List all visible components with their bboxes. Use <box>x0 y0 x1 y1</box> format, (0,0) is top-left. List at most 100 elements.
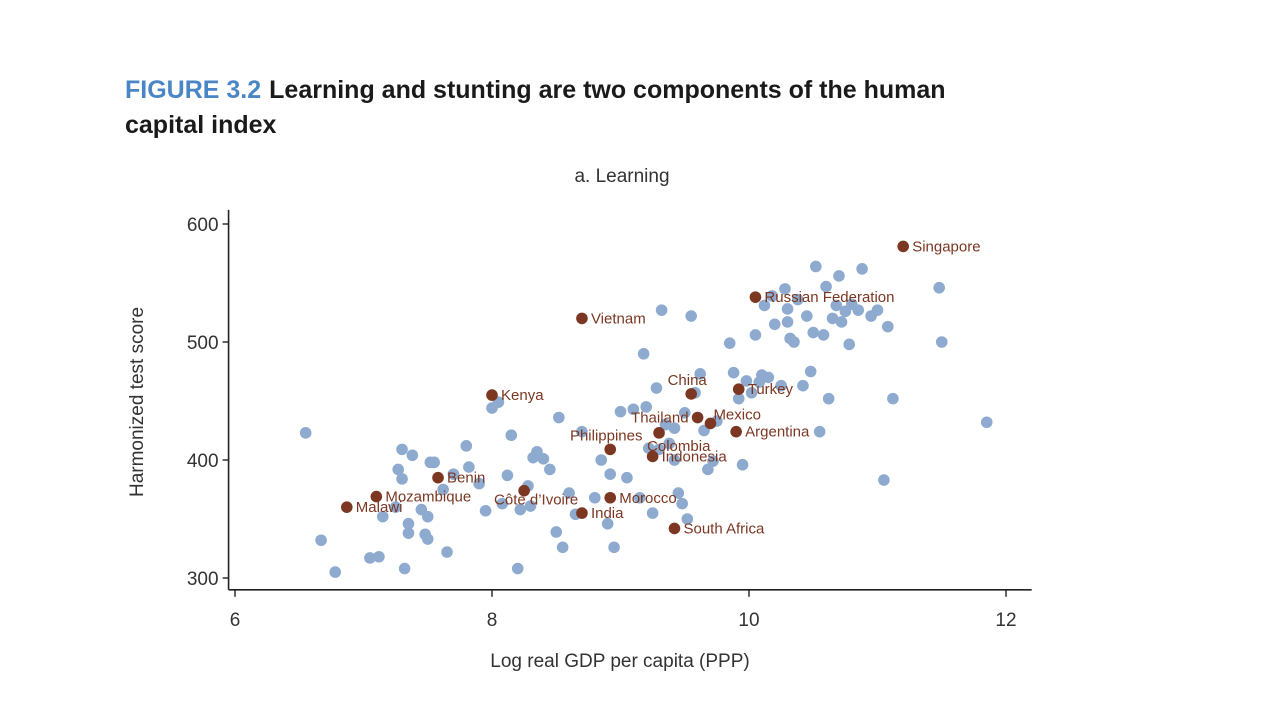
country-point <box>781 303 794 315</box>
country-point <box>672 487 685 499</box>
highlight-point <box>518 484 530 497</box>
highlight-point <box>340 501 353 513</box>
x-tick-label: 12 <box>995 610 1016 631</box>
point-label: Turkey <box>748 381 794 398</box>
country-point <box>736 458 749 471</box>
country-point <box>659 418 672 431</box>
country-point <box>627 403 640 416</box>
country-point <box>396 443 408 456</box>
country-point <box>681 513 694 525</box>
country-point <box>406 449 419 462</box>
country-point <box>550 526 563 538</box>
country-point <box>797 379 809 392</box>
axes: 300 400 500 600 6 8 10 12 <box>187 209 1032 631</box>
figure-label: FIGURE 3.2 <box>125 76 262 104</box>
country-point <box>723 337 736 349</box>
country-point <box>614 405 627 418</box>
country-point <box>663 437 676 450</box>
country-point <box>804 365 817 378</box>
country-point <box>702 463 714 476</box>
country-point <box>402 517 415 530</box>
country-point <box>766 290 778 302</box>
y-tick-label: 300 <box>187 569 219 590</box>
country-point <box>826 312 839 325</box>
highlight-point <box>685 388 697 400</box>
country-point <box>935 336 948 348</box>
country-point <box>685 310 697 322</box>
country-point <box>601 517 614 530</box>
country-point <box>460 440 473 452</box>
country-point <box>553 411 565 424</box>
country-point <box>364 552 376 564</box>
y-tick-label: 600 <box>187 215 219 236</box>
country-point <box>768 318 781 331</box>
x-tick-label: 6 <box>230 610 241 631</box>
y-axis-title: Harmonized test score <box>127 307 148 497</box>
country-point <box>779 283 791 295</box>
country-point <box>676 497 688 510</box>
country-point <box>633 491 646 504</box>
country-point <box>421 533 434 545</box>
country-point <box>576 425 588 438</box>
country-point <box>511 562 524 575</box>
country-point <box>668 454 681 466</box>
point-label: India <box>591 505 624 522</box>
country-point <box>817 329 830 341</box>
country-point <box>608 541 620 554</box>
highlight-point <box>749 291 762 303</box>
country-point <box>933 281 945 294</box>
country-point <box>646 507 659 519</box>
country-point <box>878 474 890 486</box>
country-point <box>775 379 787 392</box>
point-label: Benin <box>447 470 485 487</box>
country-point <box>820 280 832 293</box>
country-point <box>563 487 575 499</box>
country-point <box>637 348 650 360</box>
country-point <box>727 366 740 379</box>
country-point <box>756 369 768 381</box>
country-point <box>871 304 884 316</box>
country-point <box>595 454 608 466</box>
point-label: Philippines <box>570 427 643 444</box>
highlight-point <box>576 312 588 325</box>
point-label: Russian Federation <box>764 289 894 306</box>
country-point <box>792 293 804 306</box>
country-point <box>604 468 617 480</box>
highlight-point <box>653 427 665 439</box>
country-point <box>732 392 745 405</box>
country-point <box>807 326 820 339</box>
y-tick-label: 500 <box>187 333 219 354</box>
country-point <box>833 270 845 282</box>
chart-title: a. Learning <box>574 166 669 187</box>
country-point <box>421 510 434 523</box>
country-point <box>650 382 663 394</box>
country-point <box>505 429 518 442</box>
country-point <box>447 468 460 480</box>
highlight-point <box>604 491 617 504</box>
x-axis-title: Log real GDP per capita (PPP) <box>490 651 749 672</box>
country-point <box>428 456 440 469</box>
country-point <box>887 392 899 405</box>
point-label: Singapore <box>912 238 980 255</box>
country-point <box>678 407 691 419</box>
point-label: Morocco <box>619 490 677 507</box>
country-point <box>749 329 762 341</box>
highlight-point <box>897 240 909 253</box>
country-point <box>843 338 856 351</box>
x-tick-label: 8 <box>487 610 498 631</box>
country-point <box>402 527 415 539</box>
point-label: Malawi <box>356 499 403 516</box>
country-point <box>788 336 800 348</box>
country-point <box>544 463 556 476</box>
highlight-point <box>646 450 659 463</box>
country-point <box>396 473 408 485</box>
country-point <box>830 299 843 312</box>
highlight-point <box>486 389 498 401</box>
country-point <box>758 299 771 312</box>
country-point <box>801 310 813 322</box>
country-point <box>640 401 652 413</box>
highlight-point <box>604 443 617 456</box>
country-point <box>781 316 794 328</box>
